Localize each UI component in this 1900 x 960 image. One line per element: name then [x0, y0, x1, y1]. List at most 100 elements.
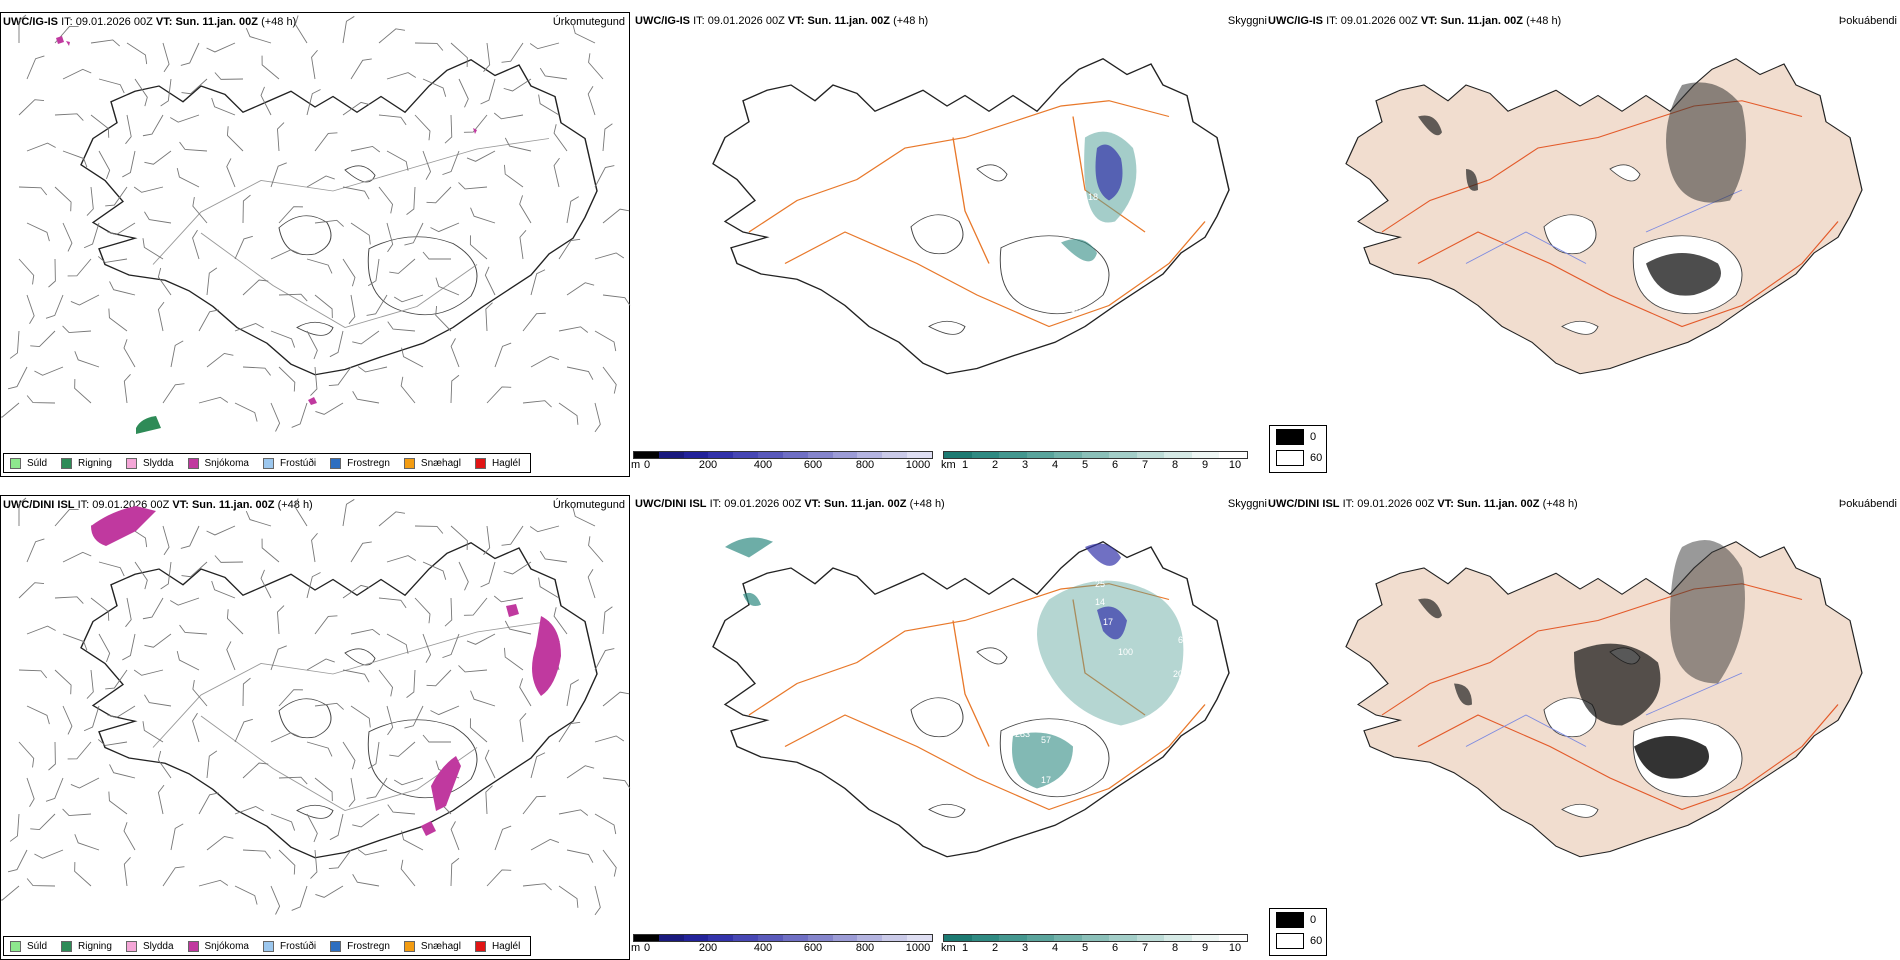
vis-value-label: 18: [1071, 304, 1081, 314]
wind-barb: [192, 229, 200, 260]
wind-barb: [587, 85, 596, 116]
wind-barb: [206, 750, 218, 779]
colorbar-segment: [733, 935, 759, 941]
wind-barb: [62, 325, 92, 333]
legend-item: Snjókoma: [187, 457, 249, 469]
wind-barb: [315, 885, 344, 898]
wind-barb: [566, 282, 595, 296]
wind-barb: [18, 669, 48, 679]
wind-barb: [160, 561, 172, 590]
wind-barb: [134, 561, 148, 590]
vis-value-label: 283: [1015, 729, 1030, 739]
wind-barb: [270, 402, 281, 432]
wind-barb: [444, 597, 453, 627]
panel-title: Þokuábendi: [1838, 498, 1897, 510]
wind-barb: [62, 705, 73, 735]
wind-barb: [18, 741, 35, 768]
wind-barb: [450, 42, 468, 67]
vis-value-label: 23: [1048, 289, 1058, 299]
colorbar-segment: [1164, 935, 1192, 941]
wind-barb: [26, 294, 35, 324]
wind-barb: [270, 885, 281, 915]
wind-barb: [310, 366, 318, 396]
wind-barb: [422, 561, 447, 580]
wind-barb: [142, 238, 164, 260]
wind-barb: [350, 145, 381, 153]
wind-barb: [501, 42, 524, 63]
wind-barb: [192, 196, 208, 224]
wind-barb: [70, 777, 100, 789]
wind-barb: [352, 813, 380, 828]
wind-barb: [206, 352, 234, 368]
wind-barb: [530, 269, 546, 296]
wind-barb: [180, 525, 200, 549]
wind-barb: [314, 219, 344, 227]
precip-type-legend: Súld Rigning Slydda Snjókoma Frostúði Fr…: [3, 936, 532, 956]
colorbar-segment: [1219, 935, 1248, 941]
wind-barb: [342, 101, 371, 116]
wind-barb: [503, 561, 532, 575]
wind-barb: [357, 849, 388, 856]
wind-barb: [422, 633, 432, 663]
wind-barb: [504, 137, 532, 152]
wind-barb: [342, 741, 356, 770]
wind-barb: [1, 885, 20, 901]
wind-barb: [108, 791, 128, 815]
wind-barb: [86, 669, 94, 699]
wind-barb: [278, 293, 308, 302]
colorbar-segment: [758, 452, 783, 458]
wind-barb: [109, 764, 136, 779]
wind-barb: [594, 252, 625, 260]
wind-barb: [387, 321, 416, 332]
wind-barb: [486, 386, 512, 404]
wind-barb: [530, 838, 560, 851]
wind-barb: [378, 114, 407, 126]
colorbar-segment: [1191, 452, 1220, 458]
wind-barb: [90, 39, 120, 47]
colorbar-segment: [782, 935, 808, 941]
wind-barb: [181, 561, 208, 578]
colorbar-segment: [944, 452, 972, 458]
wind-barb: [466, 633, 496, 645]
wind-barb: [519, 678, 532, 707]
colorbar-segment: [1054, 452, 1082, 458]
wind-barb: [378, 186, 394, 214]
precip-type-legend: Súld Rigning Slydda Snjókoma Frostúði Fr…: [3, 453, 532, 473]
wind-barb: [270, 162, 287, 188]
wind-barb: [122, 150, 136, 178]
fog-panel-top: UWC/IG-IS IT: 09.01.2026 00Z VT: Sun. 11…: [1266, 12, 1900, 477]
wind-barb: [133, 669, 164, 676]
colorbar-segment: [1136, 935, 1165, 941]
wind-barb: [74, 834, 100, 851]
wind-barb: [134, 78, 148, 107]
vis-value-label: 17: [1103, 617, 1113, 627]
colorbar-segment: [634, 935, 659, 941]
wind-barb: [389, 741, 416, 757]
wind-barb: [26, 878, 56, 887]
wind-barb: [291, 402, 308, 428]
wind-barb: [291, 885, 308, 911]
colorbar-segment: [832, 452, 858, 458]
panel-title: Úrkomutegund: [552, 16, 625, 28]
legend-item: Frostregn: [330, 457, 390, 469]
wind-barb: [314, 777, 333, 802]
wind-barb: [386, 72, 417, 80]
wind-barb: [602, 606, 613, 635]
wind-barb: [378, 597, 407, 609]
wind-barb: [260, 86, 272, 116]
wind-barb: [54, 113, 84, 121]
vis-value-label: 61: [1178, 635, 1188, 645]
fog-map: [1345, 540, 1863, 858]
wind-barb: [18, 258, 35, 285]
wind-barb: [26, 777, 35, 807]
wind-barb: [414, 597, 431, 624]
wind-barb: [386, 222, 394, 253]
wind-barb: [105, 186, 128, 207]
wind-barb: [306, 572, 321, 599]
wind-barb: [7, 849, 28, 873]
wind-barb: [26, 55, 45, 80]
wind-barb: [26, 625, 56, 635]
wind-barb: [386, 705, 394, 736]
wind-barb: [314, 615, 338, 635]
wind-barb: [458, 182, 488, 190]
